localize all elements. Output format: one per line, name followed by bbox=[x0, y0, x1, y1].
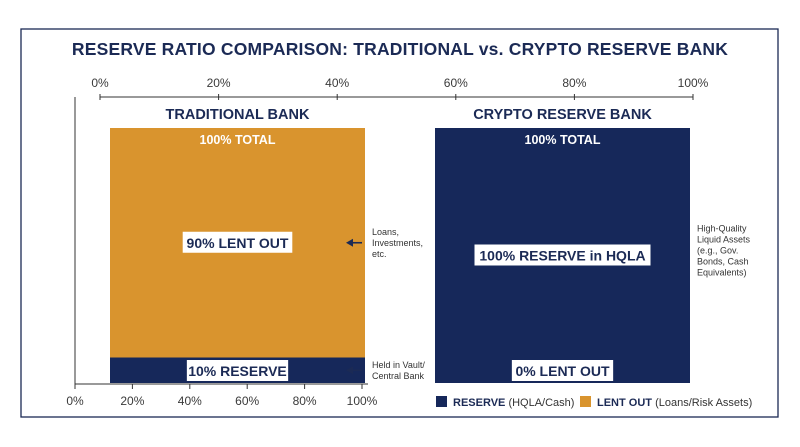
annotation-text: Central Bank bbox=[372, 371, 425, 381]
data-label-box bbox=[186, 360, 289, 381]
annotation-arrow-head bbox=[346, 238, 353, 247]
top-axis: 0% 20% 40% 60% 80% 100% bbox=[91, 76, 709, 100]
top-axis-tick-label: 0% bbox=[91, 76, 109, 90]
annotation-text: etc. bbox=[372, 249, 387, 259]
annotation-text: Loans, bbox=[372, 227, 399, 237]
bottom-axis-tick-label: 100% bbox=[347, 394, 378, 408]
annotation-text: Held in Vault/ bbox=[372, 360, 425, 370]
data-label: 90% LENT OUT bbox=[187, 235, 289, 251]
annotation-text: Equivalents) bbox=[697, 267, 747, 277]
bottom-axis-tick-label: 20% bbox=[120, 394, 144, 408]
top-axis-tick-label: 40% bbox=[325, 76, 349, 90]
legend-entry: RESERVE (HQLA/Cash) bbox=[453, 397, 574, 409]
data-label-box bbox=[511, 360, 614, 381]
legend-series-detail: (HQLA/Cash) bbox=[508, 397, 574, 409]
top-axis-tick-label: 80% bbox=[562, 76, 586, 90]
data-label: 100% RESERVE in HQLA bbox=[479, 248, 645, 264]
annotation-text: Investments, bbox=[372, 238, 423, 248]
legend-series-name: RESERVE bbox=[453, 397, 508, 409]
data-label: 0% LENT OUT bbox=[515, 363, 610, 379]
data-label: 10% RESERVE bbox=[188, 363, 287, 379]
annotation-text: High-Quality bbox=[697, 223, 747, 233]
bottom-axis-tick-label: 40% bbox=[178, 394, 202, 408]
data-label-box bbox=[474, 244, 651, 266]
total-label: 100% TOTAL bbox=[200, 133, 276, 147]
panel-title: TRADITIONAL BANK bbox=[166, 107, 310, 123]
legend-series-detail: (Loans/Risk Assets) bbox=[655, 397, 752, 409]
legend-entry: LENT OUT (Loans/Risk Assets) bbox=[597, 397, 752, 409]
annotation-text: Liquid Assets bbox=[697, 234, 751, 244]
chart-title: RESERVE RATIO COMPARISON: TRADITIONAL vs… bbox=[72, 39, 728, 59]
panels: TRADITIONAL BANK 100% TOTAL 10% RESERVE 90%… bbox=[110, 107, 751, 383]
annotation-text: (e.g., Gov. bbox=[697, 245, 738, 255]
bottom-axis-tick-label: 0% bbox=[66, 394, 84, 408]
legend-series-name: LENT OUT bbox=[597, 397, 655, 409]
bottom-axis-tick-label: 80% bbox=[293, 394, 317, 408]
data-label-box bbox=[182, 231, 293, 253]
top-axis-tick-label: 60% bbox=[444, 76, 468, 90]
legend-swatch bbox=[436, 396, 447, 407]
bottom-axis: 0% 20% 40% 60% 80% 100% bbox=[66, 383, 378, 408]
annotation-arrow-head bbox=[346, 366, 353, 375]
bottom-axis-tick-label: 60% bbox=[235, 394, 259, 408]
legend: RESERVE (HQLA/Cash) LENT OUT (Loans/Risk … bbox=[436, 396, 752, 409]
panel-title: CRYPTO RESERVE BANK bbox=[473, 107, 652, 123]
top-axis-tick-label: 20% bbox=[207, 76, 231, 90]
legend-swatch bbox=[580, 396, 591, 407]
annotation-text: Bonds, Cash bbox=[697, 256, 749, 266]
top-axis-tick-label: 100% bbox=[678, 76, 709, 90]
total-label: 100% TOTAL bbox=[525, 133, 601, 147]
